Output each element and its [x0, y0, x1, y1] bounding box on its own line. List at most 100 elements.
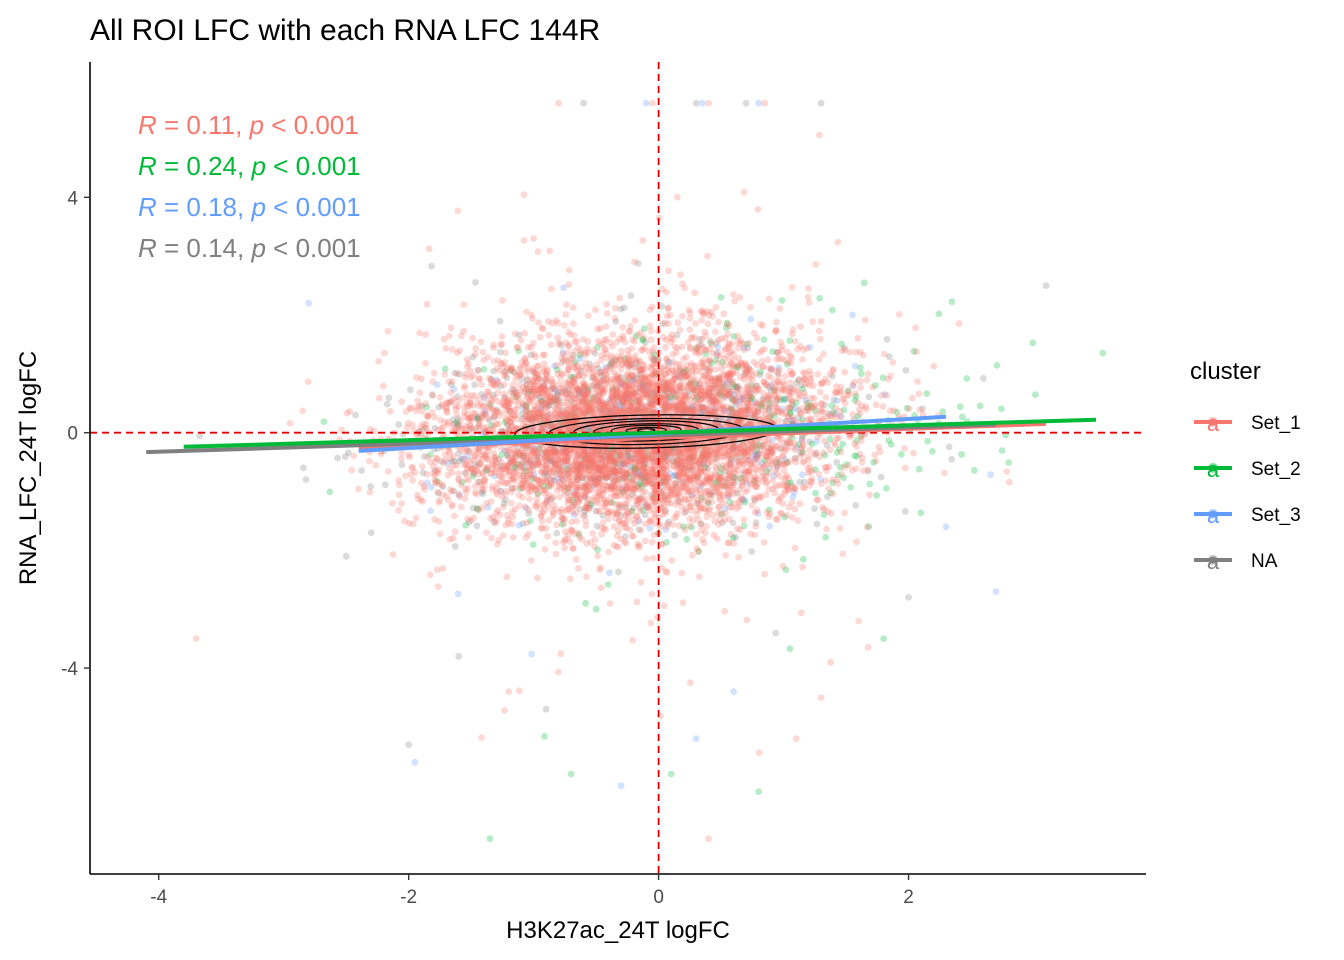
data-point-set-1	[698, 316, 706, 324]
data-point-na	[729, 519, 737, 527]
data-point-set-1	[915, 390, 923, 398]
data-point-set-1	[525, 530, 532, 538]
data-point-set-1	[764, 356, 772, 364]
data-point-set-1	[544, 532, 551, 540]
data-point-set-2	[917, 509, 925, 517]
data-point-set-1	[372, 461, 380, 469]
data-point-na	[590, 474, 598, 482]
data-point-na	[676, 386, 684, 394]
data-point-set-2	[778, 297, 786, 304]
data-point-set-2	[326, 488, 334, 496]
data-point-na	[554, 392, 562, 399]
data-point-na	[497, 382, 505, 390]
data-point-set-1	[419, 463, 426, 470]
data-point-na	[864, 467, 872, 475]
data-point-na	[478, 391, 485, 398]
data-point-set-1	[570, 332, 578, 339]
data-point-set-1	[686, 515, 694, 522]
data-point-set-2	[924, 437, 931, 445]
data-point-na	[435, 489, 442, 497]
data-point-set-1	[765, 295, 773, 303]
data-point-na	[582, 410, 590, 417]
data-point-set-1	[776, 305, 784, 312]
data-point-set-1	[474, 367, 482, 374]
data-point-na	[698, 394, 706, 402]
data-point-na	[631, 471, 638, 479]
data-point-set-3	[546, 457, 554, 465]
data-point-na	[634, 364, 642, 371]
data-point-na	[694, 499, 701, 507]
data-point-na	[577, 387, 585, 394]
data-point-na	[699, 449, 707, 457]
data-point-na	[586, 462, 593, 470]
data-point-set-1	[448, 502, 456, 510]
data-point-na	[684, 392, 692, 400]
data-point-na	[613, 452, 621, 460]
data-point-set-1	[815, 327, 823, 335]
data-point-na	[587, 459, 595, 466]
data-point-na	[588, 374, 596, 382]
data-point-set-1	[498, 458, 505, 466]
data-point-set-1	[631, 317, 639, 324]
data-point-set-1	[583, 573, 590, 581]
data-point-na	[592, 507, 600, 515]
data-point-set-1	[448, 469, 456, 476]
data-point-na	[765, 384, 772, 391]
data-point-set-1	[675, 522, 683, 529]
data-point-na	[751, 412, 759, 420]
data-point-na	[732, 397, 739, 404]
data-point-set-1	[761, 570, 768, 578]
data-point-na	[594, 465, 601, 472]
data-point-na	[383, 400, 391, 408]
data-point-na	[680, 406, 688, 414]
data-point-set-1	[480, 393, 488, 401]
data-point-na	[581, 511, 589, 519]
data-point-na	[529, 462, 537, 470]
data-point-na	[505, 425, 513, 433]
data-point-na	[385, 394, 393, 402]
data-point-na	[449, 416, 457, 423]
data-point-na	[600, 474, 608, 481]
data-point-na	[582, 475, 589, 483]
data-point-na	[593, 405, 601, 413]
data-point-na	[345, 449, 352, 457]
data-point-na	[465, 426, 473, 434]
data-point-set-1	[839, 550, 847, 558]
data-point-na	[575, 387, 583, 394]
data-point-set-1	[715, 359, 722, 366]
data-point-na	[564, 385, 572, 393]
data-point-set-3	[544, 411, 552, 419]
data-point-set-1	[715, 318, 722, 326]
data-point-na	[300, 464, 307, 472]
data-point-set-1	[441, 371, 449, 378]
data-point-na	[824, 493, 831, 500]
data-point-set-3	[726, 376, 734, 384]
data-point-na	[608, 440, 615, 447]
data-point-set-1	[605, 548, 612, 556]
data-point-na	[806, 438, 813, 446]
data-point-na	[885, 353, 893, 360]
data-point-set-1	[702, 332, 709, 339]
data-point-set-1	[660, 602, 668, 610]
data-point-na	[622, 486, 630, 493]
data-point-na	[564, 455, 572, 463]
data-point-na	[622, 503, 630, 511]
data-point-na	[469, 504, 477, 512]
data-point-set-1	[719, 454, 726, 461]
data-point-na	[729, 445, 737, 453]
data-point-na	[752, 519, 760, 527]
data-point-na	[634, 388, 642, 396]
data-point-set-1	[704, 252, 711, 260]
data-point-set-1	[685, 495, 693, 503]
data-point-na	[548, 457, 556, 465]
data-point-set-3	[817, 476, 824, 483]
data-point-na	[520, 452, 527, 460]
data-point-na	[471, 381, 478, 389]
data-point-set-2	[860, 279, 868, 287]
data-point-set-2	[480, 366, 488, 373]
data-point-set-1	[509, 533, 517, 541]
data-point-na	[699, 407, 707, 415]
data-point-set-1	[663, 288, 670, 296]
data-point-na	[640, 380, 648, 388]
data-point-na	[479, 490, 487, 498]
